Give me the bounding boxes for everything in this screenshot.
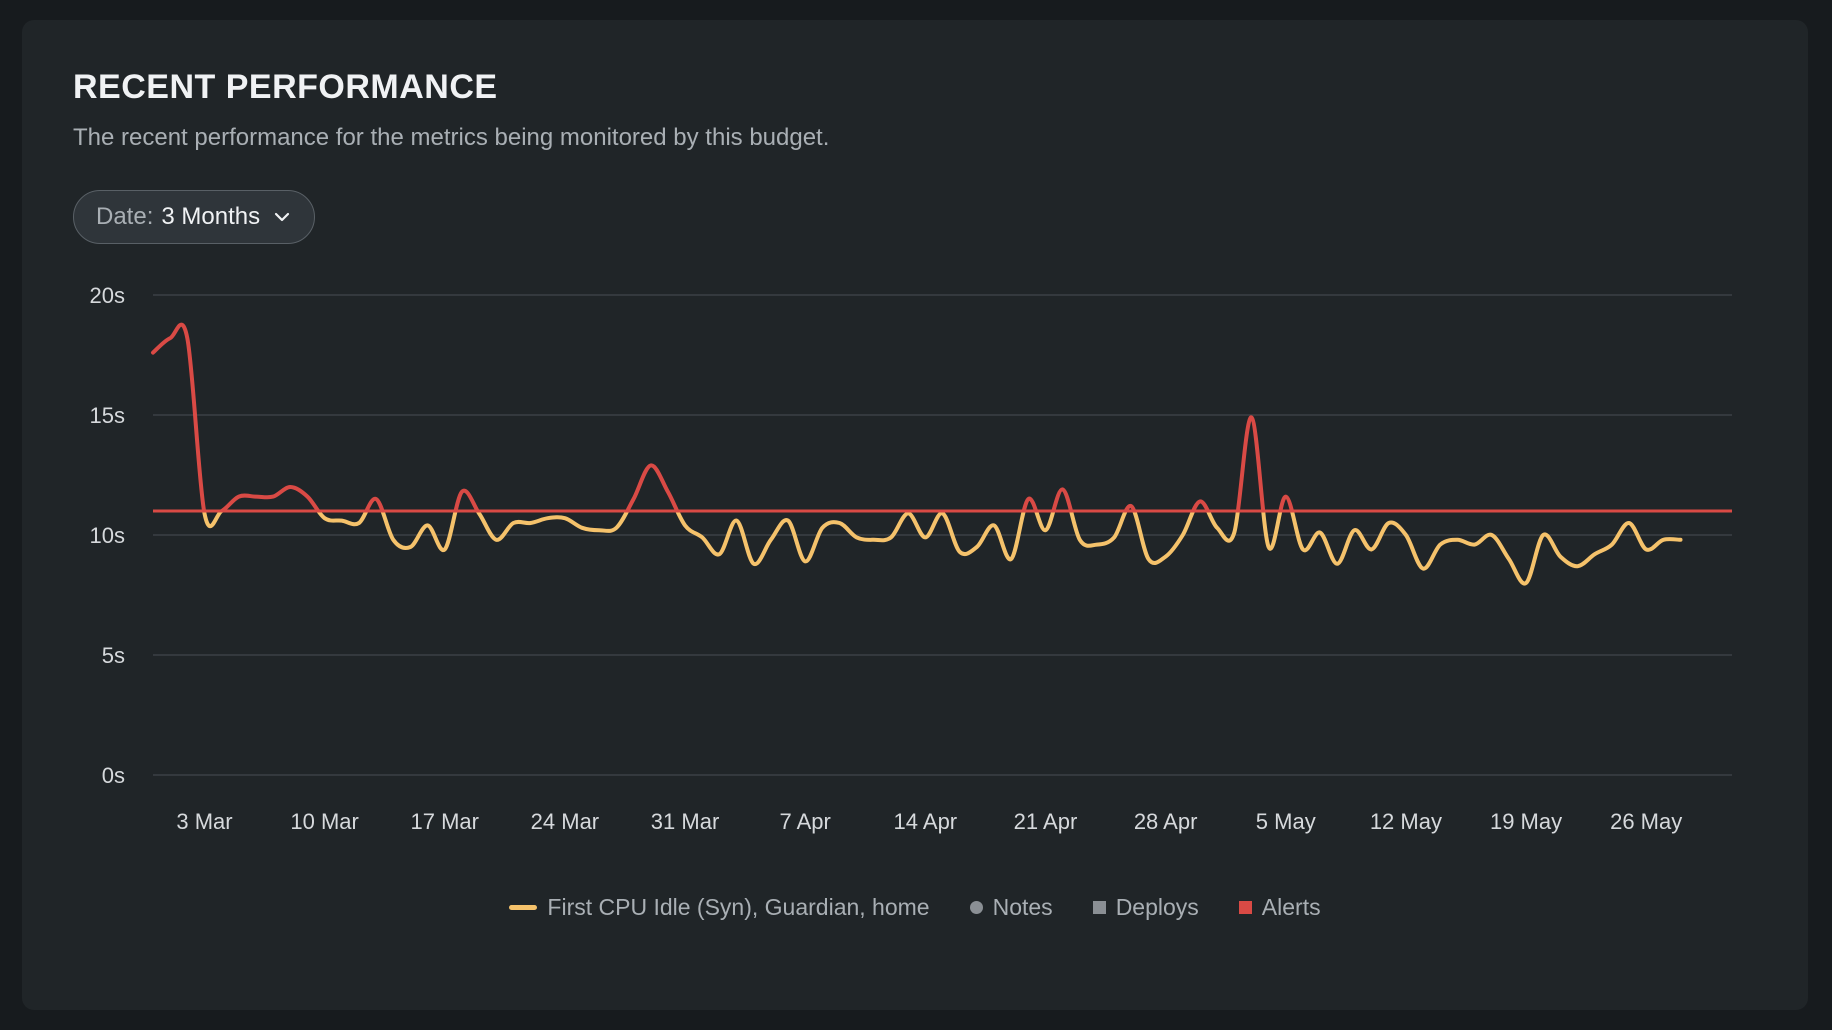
legend-deploys-label: Deploys xyxy=(1115,894,1199,920)
notes-dot-icon xyxy=(969,901,983,914)
date-dropdown-value: 3 Months xyxy=(161,203,261,230)
legend-item-notes[interactable]: Notes xyxy=(969,894,1053,921)
y-tick-label: 10s xyxy=(90,523,125,548)
legend-item-deploys[interactable]: Deploys xyxy=(1092,894,1199,921)
page-subtitle: The recent performance for the metrics b… xyxy=(73,124,830,151)
deploys-square-icon xyxy=(1092,901,1106,914)
legend-item-alerts[interactable]: Alerts xyxy=(1238,894,1321,921)
x-tick-label: 28 Apr xyxy=(1134,809,1198,834)
x-tick-label: 24 Mar xyxy=(531,809,599,834)
x-tick-label: 7 Apr xyxy=(780,809,831,834)
chart-legend: First CPU Idle (Syn), Guardian, home Not… xyxy=(22,894,1808,921)
date-dropdown-label: Date: xyxy=(96,203,154,230)
page-title: RECENT PERFORMANCE xyxy=(73,68,498,106)
y-tick-label: 5s xyxy=(102,643,125,668)
x-tick-label: 5 May xyxy=(1256,809,1316,834)
y-tick-label: 0s xyxy=(102,763,125,788)
performance-line-chart: 0s 5s 10s 15s 20s 3 Mar 10 Mar 17 Mar 24 Mar 31 M… xyxy=(90,283,1732,834)
legend-notes-label: Notes xyxy=(992,894,1053,920)
chevron-down-icon xyxy=(274,212,290,222)
y-tick-label: 15s xyxy=(90,403,125,428)
x-tick-label: 21 Apr xyxy=(1014,809,1078,834)
x-tick-label: 3 Mar xyxy=(176,809,232,834)
x-tick-label: 17 Mar xyxy=(411,809,479,834)
alerts-square-icon xyxy=(1238,901,1252,914)
x-tick-label: 10 Mar xyxy=(290,809,358,834)
x-tick-label: 31 Mar xyxy=(651,809,719,834)
legend-item-series[interactable]: First CPU Idle (Syn), Guardian, home xyxy=(509,894,930,921)
series-line-below-threshold xyxy=(202,511,1683,586)
x-tick-label: 14 Apr xyxy=(894,809,958,834)
legend-alerts-label: Alerts xyxy=(1261,894,1321,920)
y-tick-label: 20s xyxy=(90,283,125,308)
x-tick-label: 19 May xyxy=(1490,809,1562,834)
x-tick-label: 26 May xyxy=(1610,809,1682,834)
series-swatch xyxy=(509,905,538,910)
date-range-dropdown[interactable]: Date: 3 Months xyxy=(73,190,316,244)
legend-series-label: First CPU Idle (Syn), Guardian, home xyxy=(547,894,930,920)
recent-performance-card: RECENT PERFORMANCE The recent performanc… xyxy=(22,20,1808,1010)
series-line-above-threshold xyxy=(151,322,1295,511)
x-tick-label: 12 May xyxy=(1370,809,1442,834)
